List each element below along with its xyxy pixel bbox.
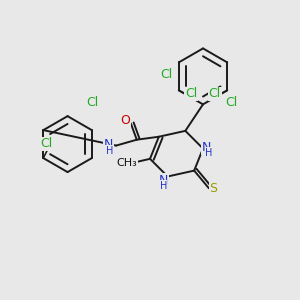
Text: S: S: [209, 182, 217, 195]
Text: H: H: [205, 148, 213, 158]
Text: N: N: [159, 173, 168, 187]
Text: N: N: [201, 141, 211, 154]
Text: H: H: [160, 181, 167, 191]
Text: H: H: [106, 146, 113, 156]
Text: Cl: Cl: [40, 137, 52, 151]
Text: Cl: Cl: [225, 96, 237, 110]
Text: CH₃: CH₃: [117, 158, 137, 168]
Text: Cl: Cl: [209, 87, 221, 101]
Text: N: N: [104, 138, 113, 151]
Text: Cl: Cl: [185, 87, 197, 101]
Text: Cl: Cl: [160, 68, 172, 81]
Text: O: O: [120, 114, 130, 127]
Text: Cl: Cl: [86, 96, 99, 110]
